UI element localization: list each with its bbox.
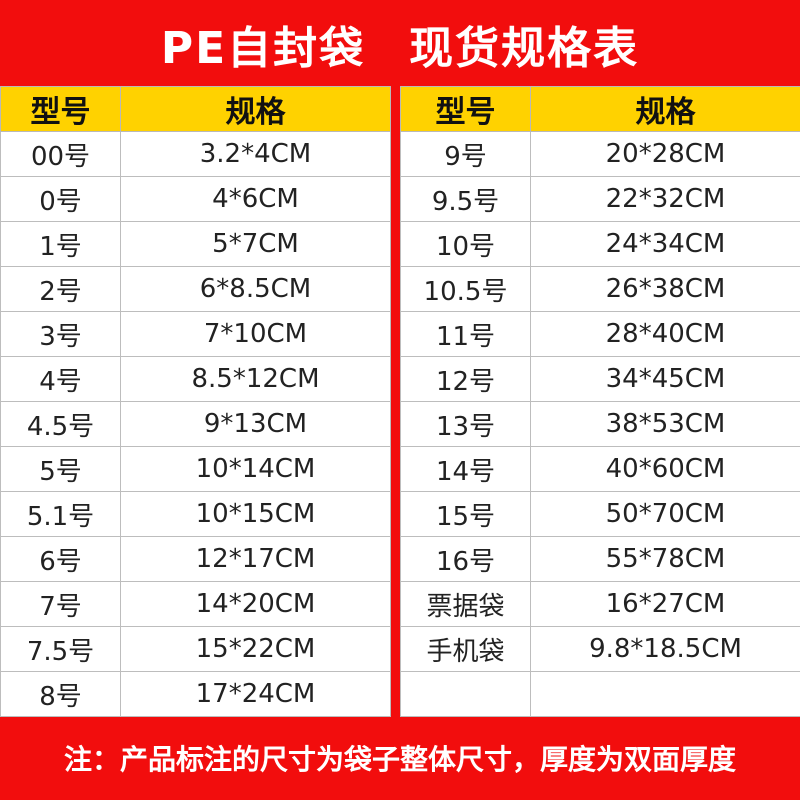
model-cell: 10.5号 <box>400 266 531 312</box>
size-cell: 8.5*12CM <box>120 356 391 402</box>
table-row: 10.5号 26*38CM <box>400 266 800 312</box>
size-cell: 5*7CM <box>120 221 391 267</box>
table-row: 6号 12*17CM <box>0 536 391 582</box>
table-row: 00号 3.2*4CM <box>0 131 391 177</box>
table-row: 手机袋 9.8*18.5CM <box>400 626 800 672</box>
size-cell: 9.8*18.5CM <box>530 626 800 672</box>
table-row: 5.1号 10*15CM <box>0 491 391 537</box>
table-row: 14号 40*60CM <box>400 446 800 492</box>
table-row: 9.5号 22*32CM <box>400 176 800 222</box>
model-cell: 票据袋 <box>400 581 531 627</box>
table-row: 12号 34*45CM <box>400 356 800 402</box>
table-row: 9号 20*28CM <box>400 131 800 177</box>
table-row: 3号 7*10CM <box>0 311 391 357</box>
size-cell: 20*28CM <box>530 131 800 177</box>
model-cell: 7号 <box>0 581 121 627</box>
table-row: 16号 55*78CM <box>400 536 800 582</box>
model-cell: 1号 <box>0 221 121 267</box>
table-row: 票据袋 16*27CM <box>400 581 800 627</box>
model-cell: 15号 <box>400 491 531 537</box>
model-cell: 5.1号 <box>0 491 121 537</box>
table-row: 11号 28*40CM <box>400 311 800 357</box>
model-cell: 4.5号 <box>0 401 121 447</box>
model-cell: 4号 <box>0 356 121 402</box>
size-cell: 50*70CM <box>530 491 800 537</box>
model-cell: 7.5号 <box>0 626 121 672</box>
size-cell: 10*14CM <box>120 446 391 492</box>
page-title: PE自封袋 现货规格表 <box>0 0 800 88</box>
size-cell: 26*38CM <box>530 266 800 312</box>
model-cell: 16号 <box>400 536 531 582</box>
header-model: 型号 <box>400 86 531 132</box>
model-cell: 5号 <box>0 446 121 492</box>
size-cell: 15*22CM <box>120 626 391 672</box>
model-cell <box>400 671 531 717</box>
model-cell: 12号 <box>400 356 531 402</box>
size-cell: 28*40CM <box>530 311 800 357</box>
header-size: 规格 <box>530 86 800 132</box>
table-row: 7号 14*20CM <box>0 581 391 627</box>
size-cell: 3.2*4CM <box>120 131 391 177</box>
model-cell: 8号 <box>0 671 121 717</box>
size-cell: 6*8.5CM <box>120 266 391 312</box>
table-row: 4.5号 9*13CM <box>0 401 391 447</box>
size-cell: 24*34CM <box>530 221 800 267</box>
size-cell: 7*10CM <box>120 311 391 357</box>
table-row: 15号 50*70CM <box>400 491 800 537</box>
model-cell: 9号 <box>400 131 531 177</box>
spec-tables: 型号 规格 00号 3.2*4CM 0号 4*6CM 1号 5*7CM 2号 6*8.5… <box>0 86 800 717</box>
model-cell: 9.5号 <box>400 176 531 222</box>
model-cell: 14号 <box>400 446 531 492</box>
model-cell: 10号 <box>400 221 531 267</box>
size-cell: 14*20CM <box>120 581 391 627</box>
table-row: 5号 10*14CM <box>0 446 391 492</box>
model-cell: 0号 <box>0 176 121 222</box>
table-header-row: 型号 规格 <box>0 86 391 132</box>
title-subtitle: 现货规格表 <box>409 23 640 74</box>
size-cell: 4*6CM <box>120 176 391 222</box>
size-cell: 16*27CM <box>530 581 800 627</box>
model-cell: 3号 <box>0 311 121 357</box>
size-cell <box>530 671 800 717</box>
size-cell: 12*17CM <box>120 536 391 582</box>
size-cell: 9*13CM <box>120 401 391 447</box>
spec-table-left: 型号 规格 00号 3.2*4CM 0号 4*6CM 1号 5*7CM 2号 6*8.5… <box>0 86 391 717</box>
size-cell: 22*32CM <box>530 176 800 222</box>
table-row: 4号 8.5*12CM <box>0 356 391 402</box>
table-row: 13号 38*53CM <box>400 401 800 447</box>
table-row <box>400 671 800 717</box>
size-cell: 40*60CM <box>530 446 800 492</box>
table-row: 2号 6*8.5CM <box>0 266 391 312</box>
model-cell: 手机袋 <box>400 626 531 672</box>
header-size: 规格 <box>120 86 391 132</box>
model-cell: 00号 <box>0 131 121 177</box>
table-row: 7.5号 15*22CM <box>0 626 391 672</box>
size-cell: 17*24CM <box>120 671 391 717</box>
footer-note: 注：产品标注的尺寸为袋子整体尺寸，厚度为双面厚度 <box>63 743 736 776</box>
model-cell: 6号 <box>0 536 121 582</box>
table-header-row: 型号 规格 <box>400 86 800 132</box>
table-row: 8号 17*24CM <box>0 671 391 717</box>
model-cell: 2号 <box>0 266 121 312</box>
table-row: 10号 24*34CM <box>400 221 800 267</box>
model-cell: 11号 <box>400 311 531 357</box>
table-row: 0号 4*6CM <box>0 176 391 222</box>
size-cell: 34*45CM <box>530 356 800 402</box>
table-row: 1号 5*7CM <box>0 221 391 267</box>
spec-table-right: 型号 规格 9号 20*28CM 9.5号 22*32CM 10号 24*34CM 1… <box>400 86 800 717</box>
size-cell: 55*78CM <box>530 536 800 582</box>
size-cell: 38*53CM <box>530 401 800 447</box>
model-cell: 13号 <box>400 401 531 447</box>
size-cell: 10*15CM <box>120 491 391 537</box>
header-model: 型号 <box>0 86 121 132</box>
title-product: PE自封袋 <box>160 23 366 74</box>
